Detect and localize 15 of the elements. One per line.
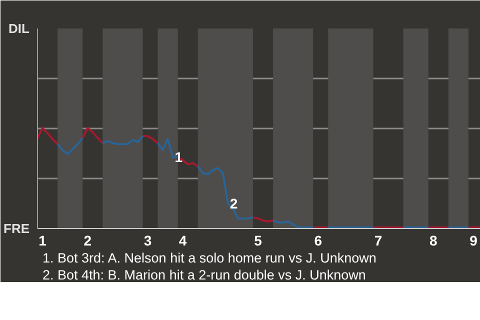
x-tick-label: 4: [178, 232, 187, 248]
x-tick-label: 6: [314, 232, 322, 248]
x-tick-label: 1: [38, 232, 47, 248]
annotation: 1: [174, 149, 183, 166]
annotation: 2: [230, 195, 238, 212]
x-tick-label: 2: [84, 232, 92, 248]
x-tick-label: 5: [254, 232, 262, 248]
text: DIL: [8, 21, 30, 36]
text: FRE: [4, 221, 30, 236]
x-tick-label: 7: [374, 232, 382, 248]
x-tick-label: 3: [144, 232, 152, 248]
x-tick-label: 9: [470, 232, 478, 248]
text: 2. Bot 4th: B. Marion hit a 2-run double vs J. Unknown: [42, 268, 366, 282]
x-tick-label: 8: [429, 232, 438, 248]
text: 1. Bot 3rd: A. Nelson hit a solo home run vs J. Unknown: [42, 250, 376, 266]
